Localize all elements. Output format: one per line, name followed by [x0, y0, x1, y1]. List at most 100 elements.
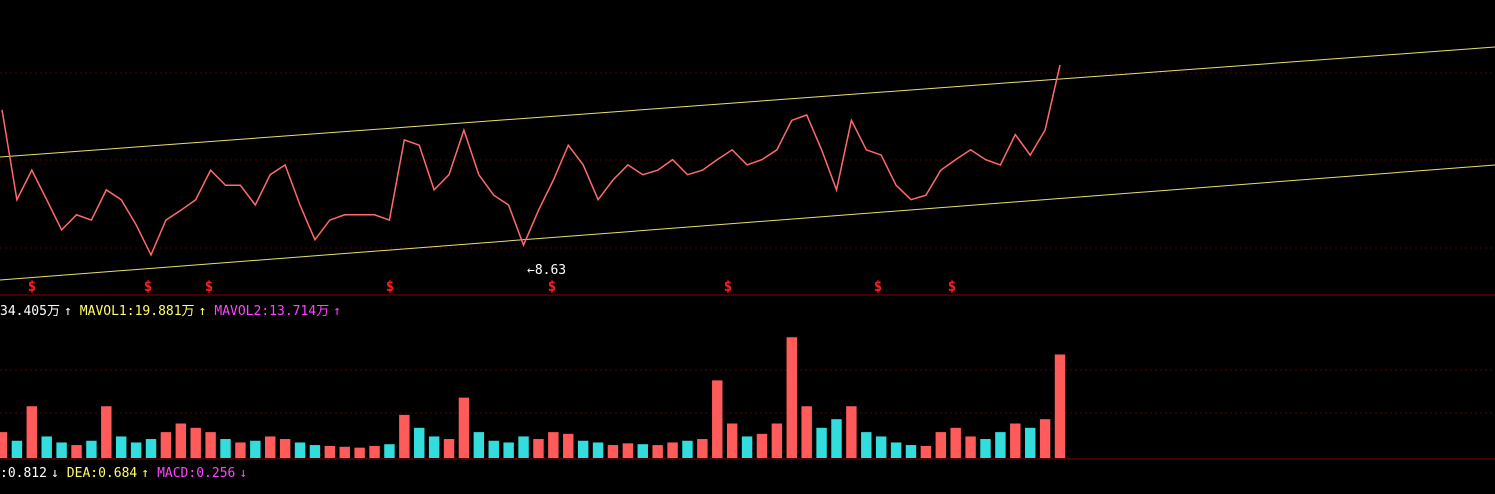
volume-bar	[890, 442, 902, 458]
volume-bar	[235, 442, 246, 458]
volume-bar	[250, 440, 261, 458]
macd-legend: :0.812 ↓ DEA:0.684 ↑ MACD:0.256 ↓	[0, 466, 255, 481]
legend-arrow: ↓	[239, 466, 248, 481]
volume-bar	[130, 442, 142, 458]
volume-bar	[577, 440, 589, 458]
volume-bar	[1039, 419, 1051, 458]
signal-marker: $	[205, 279, 213, 295]
low-value: 8.63	[535, 263, 566, 278]
volume-bar	[384, 444, 395, 458]
volume-bar	[339, 446, 350, 458]
volume-bar	[414, 427, 425, 458]
volume-bar	[205, 432, 216, 458]
volume-bar	[622, 443, 634, 458]
volume-bar	[145, 439, 157, 458]
volume-bar	[533, 439, 544, 458]
low-label: ←8.63	[527, 263, 566, 278]
volume-bar	[697, 439, 708, 458]
signal-marker: $	[548, 279, 556, 295]
volume-bar	[473, 432, 485, 458]
legend-arrow: ↓	[50, 466, 59, 481]
volume-bar	[1010, 423, 1021, 458]
volume-bar	[920, 445, 932, 458]
low-arrow: ←	[527, 263, 535, 278]
signal-marker: $	[28, 279, 36, 295]
volume-bar	[786, 337, 797, 458]
volume-bar	[846, 406, 857, 458]
volume-bar	[816, 427, 827, 458]
volume-bar	[756, 433, 768, 458]
volume-bar	[801, 406, 812, 458]
volume-bar	[771, 423, 783, 458]
volume-bar	[41, 436, 52, 458]
legend-text: 34.405万	[0, 304, 60, 319]
legend-arrow: ↑	[198, 304, 207, 319]
volume-bar	[190, 427, 201, 458]
volume-bar	[592, 442, 604, 458]
volume-bar	[995, 432, 1006, 458]
volume-bar	[324, 445, 336, 458]
volume-bar	[294, 442, 306, 458]
volume-legend: 34.405万 ↑ MAVOL1:19.881万 ↑ MAVOL2:13.714万 ↑	[0, 300, 349, 319]
volume-bar	[548, 432, 559, 458]
volume-bar	[71, 445, 82, 458]
legend-text: :0.812	[0, 466, 47, 481]
volume-bar	[741, 436, 753, 458]
volume-bar	[980, 439, 991, 458]
volume-bar	[101, 406, 112, 458]
volume-bar	[399, 414, 410, 458]
volume-bar	[488, 440, 499, 458]
channel-line	[0, 46, 1495, 158]
volume-bar	[0, 432, 8, 458]
volume-bar	[175, 423, 187, 458]
volume-bar	[279, 439, 291, 458]
volume-bar	[637, 444, 648, 458]
volume-bar	[160, 432, 172, 458]
signal-marker: $	[874, 279, 882, 295]
legend-text: MAVOL2:13.714万	[214, 304, 330, 319]
signal-marker: $	[386, 279, 394, 295]
volume-bar	[563, 433, 574, 458]
volume-bar	[26, 406, 38, 458]
signal-marker: $	[144, 279, 152, 295]
volume-bar	[428, 436, 440, 458]
signal-marker: $	[724, 279, 732, 295]
price-line	[1, 64, 1061, 257]
legend-arrow: ↑	[63, 304, 72, 319]
volume-bar	[950, 427, 961, 458]
volume-bar	[518, 436, 529, 458]
volume-bar	[56, 442, 67, 458]
legend-arrow: ↑	[141, 466, 150, 481]
volume-bar	[309, 445, 321, 458]
volume-bar	[875, 436, 887, 458]
channel-line	[0, 164, 1495, 281]
volume-bar	[11, 440, 23, 458]
signal-marker: $	[948, 279, 956, 295]
volume-bar	[712, 380, 723, 458]
legend-text: DEA:0.684	[66, 466, 138, 481]
volume-bar	[458, 397, 470, 458]
volume-bar	[354, 447, 365, 458]
volume-bar	[443, 439, 455, 458]
volume-bar	[861, 432, 872, 458]
volume-bar	[667, 442, 678, 458]
legend-text: MACD:0.256	[157, 466, 236, 481]
volume-bar	[935, 432, 947, 458]
volume-bar	[726, 423, 738, 458]
volume-bar	[369, 445, 380, 458]
volume-bar	[682, 440, 693, 458]
legend-arrow: ↑	[333, 304, 341, 319]
volume-bar	[652, 445, 663, 458]
legend-text: MAVOL1:19.881万	[79, 304, 195, 319]
volume-bar	[965, 436, 976, 458]
volume-bar	[831, 419, 842, 458]
volume-bar	[503, 442, 514, 458]
grid	[0, 72, 1495, 414]
volume-bar	[265, 436, 276, 458]
volume-bar	[1054, 354, 1066, 458]
volume-bar	[86, 440, 97, 458]
volume-bar	[115, 436, 127, 458]
volume-bar	[905, 445, 917, 458]
volume-bar	[1024, 427, 1036, 458]
